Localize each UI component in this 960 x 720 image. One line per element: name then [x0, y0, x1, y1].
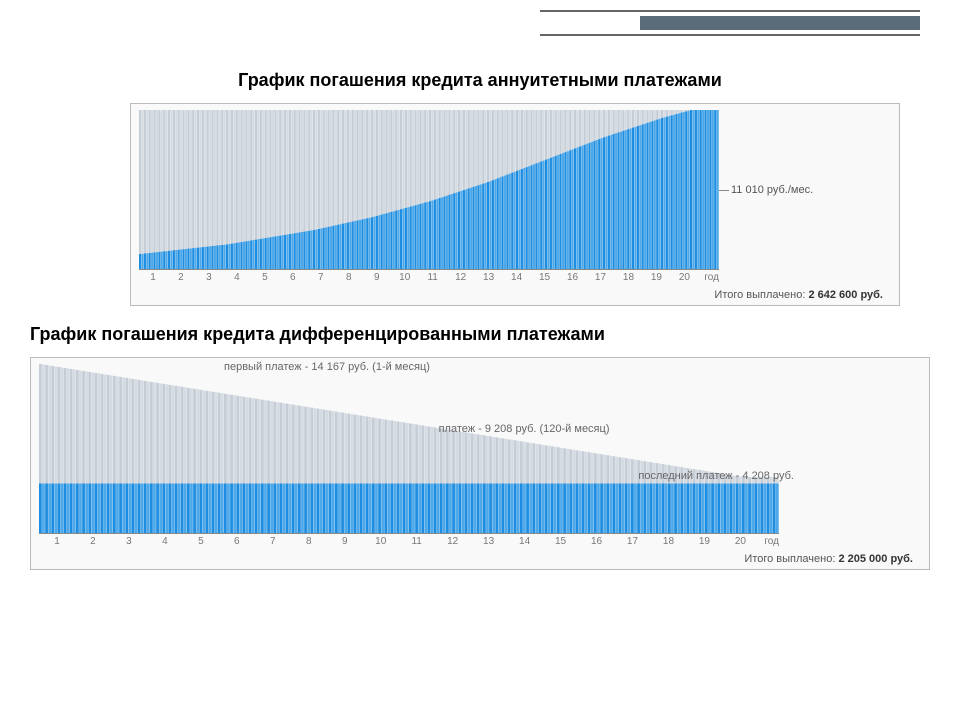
x-tick: 20: [670, 272, 698, 283]
x-axis-label: год: [764, 536, 779, 547]
x-tick: 9: [327, 536, 363, 547]
x-tick: 3: [195, 272, 223, 283]
chart1-right-label-area: 11 010 руб./мес.: [719, 110, 891, 270]
chart2-total: Итого выплачено: 2 205 000 руб.: [39, 553, 921, 565]
x-tick: 19: [642, 272, 670, 283]
x-tick: 6: [279, 272, 307, 283]
total-value: 2 205 000 руб.: [838, 553, 913, 565]
x-tick: 7: [255, 536, 291, 547]
decor-bar: [640, 16, 920, 30]
chart-annotation: платеж - 9 208 руб. (120-й месяц): [439, 423, 610, 435]
x-tick: 10: [391, 272, 419, 283]
x-tick: 1: [39, 536, 75, 547]
decor-line: [540, 34, 920, 36]
x-tick: 8: [335, 272, 363, 283]
x-tick: 14: [507, 536, 543, 547]
x-tick: 11: [419, 272, 447, 283]
x-tick: 13: [471, 536, 507, 547]
total-prefix: Итого выплачено:: [714, 289, 808, 301]
x-tick: 11: [399, 536, 435, 547]
x-tick: 18: [614, 272, 642, 283]
chart-annotation: последний платеж - 4 208 руб.: [638, 470, 794, 482]
chart1-title: График погашения кредита аннуитетными пл…: [80, 70, 880, 91]
chart2-title: График погашения кредита дифференцирован…: [30, 324, 930, 345]
x-axis-label: год: [704, 272, 719, 283]
x-tick: 13: [475, 272, 503, 283]
x-tick: 3: [111, 536, 147, 547]
x-tick: 4: [147, 536, 183, 547]
chart-svg: [39, 364, 779, 534]
x-tick: 5: [251, 272, 279, 283]
header-decoration: [540, 10, 920, 36]
x-tick: 7: [307, 272, 335, 283]
chart1-x-axis: 1234567891011121314151617181920год: [139, 272, 719, 283]
x-tick: 9: [363, 272, 391, 283]
chart2-right-label-area: [779, 364, 921, 534]
x-tick: 4: [223, 272, 251, 283]
x-tick: 8: [291, 536, 327, 547]
x-tick: 6: [219, 536, 255, 547]
chart-right-label: 11 010 руб./мес.: [731, 184, 813, 196]
x-tick: 16: [559, 272, 587, 283]
x-tick: 18: [650, 536, 686, 547]
decor-line: [540, 10, 920, 12]
chart1-plot: [139, 110, 719, 270]
x-tick: 19: [686, 536, 722, 547]
chart2-frame: первый платеж - 14 167 руб. (1-й месяц) п…: [30, 357, 930, 570]
x-tick: 17: [615, 536, 651, 547]
x-tick: 5: [183, 536, 219, 547]
x-tick: 12: [435, 536, 471, 547]
x-tick: 14: [503, 272, 531, 283]
chart2-plot: первый платеж - 14 167 руб. (1-й месяц) п…: [39, 364, 779, 534]
x-tick: 15: [531, 272, 559, 283]
total-value: 2 642 600 руб.: [808, 289, 883, 301]
x-tick: 2: [75, 536, 111, 547]
chart1-frame: 11 010 руб./мес. 12345678910111213141516…: [130, 103, 900, 306]
x-tick: 17: [587, 272, 615, 283]
x-tick: 1: [139, 272, 167, 283]
x-tick: 2: [167, 272, 195, 283]
chart1-total: Итого выплачено: 2 642 600 руб.: [139, 289, 891, 301]
chart2-x-axis: 1234567891011121314151617181920год: [39, 536, 779, 547]
chart-annotation: первый платеж - 14 167 руб. (1-й месяц): [224, 361, 430, 373]
x-tick: 10: [363, 536, 399, 547]
x-tick: 12: [447, 272, 475, 283]
x-tick: 20: [722, 536, 758, 547]
x-tick: 16: [579, 536, 615, 547]
x-tick: 15: [543, 536, 579, 547]
total-prefix: Итого выплачено:: [744, 553, 838, 565]
chart-svg: [139, 110, 719, 270]
